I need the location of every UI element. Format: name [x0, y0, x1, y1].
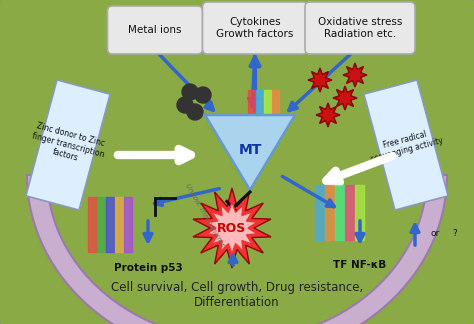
- Bar: [88, 197, 96, 252]
- Text: Oxidative stress
Radiation etc.: Oxidative stress Radiation etc.: [318, 17, 402, 39]
- FancyBboxPatch shape: [305, 2, 415, 54]
- Text: Unkow. mechanisms: Unkow. mechanisms: [184, 182, 226, 248]
- Circle shape: [187, 104, 203, 120]
- Bar: [345, 185, 354, 240]
- Text: Cytokines
Growth factors: Cytokines Growth factors: [216, 17, 294, 39]
- Polygon shape: [207, 202, 257, 254]
- Polygon shape: [316, 103, 340, 127]
- Bar: [106, 197, 114, 252]
- Polygon shape: [343, 63, 367, 87]
- Bar: [315, 185, 324, 240]
- Text: ROS: ROS: [218, 222, 246, 235]
- Polygon shape: [364, 80, 448, 210]
- Polygon shape: [26, 80, 110, 210]
- Bar: [124, 197, 132, 252]
- Polygon shape: [308, 68, 332, 92]
- Bar: [335, 185, 344, 240]
- Text: ?: ?: [453, 228, 457, 237]
- Text: Zinc donor to Zinc
finger transcription
factors: Zinc donor to Zinc finger transcription …: [28, 121, 108, 169]
- Bar: [355, 185, 364, 240]
- Bar: [256, 90, 263, 120]
- Circle shape: [182, 84, 198, 100]
- Text: Metal ions: Metal ions: [128, 25, 182, 35]
- FancyBboxPatch shape: [108, 6, 202, 54]
- Polygon shape: [27, 175, 447, 324]
- Text: TF NF-κB: TF NF-κB: [333, 260, 387, 270]
- Circle shape: [177, 97, 193, 113]
- Polygon shape: [205, 115, 295, 190]
- Bar: [97, 197, 105, 252]
- Bar: [115, 197, 123, 252]
- Bar: [248, 90, 255, 120]
- Bar: [272, 90, 279, 120]
- Circle shape: [195, 87, 211, 103]
- Text: Free radical
scavenging activity: Free radical scavenging activity: [367, 126, 445, 164]
- Polygon shape: [333, 86, 357, 110]
- Text: or: or: [430, 228, 439, 237]
- Bar: [264, 90, 271, 120]
- Text: MT: MT: [238, 143, 262, 157]
- Polygon shape: [193, 188, 271, 268]
- Text: Protein p53: Protein p53: [114, 263, 182, 273]
- Text: Cell survival, Cell growth, Drug resistance,
Differentiation: Cell survival, Cell growth, Drug resista…: [111, 281, 363, 309]
- FancyBboxPatch shape: [202, 2, 308, 54]
- Bar: [325, 185, 334, 240]
